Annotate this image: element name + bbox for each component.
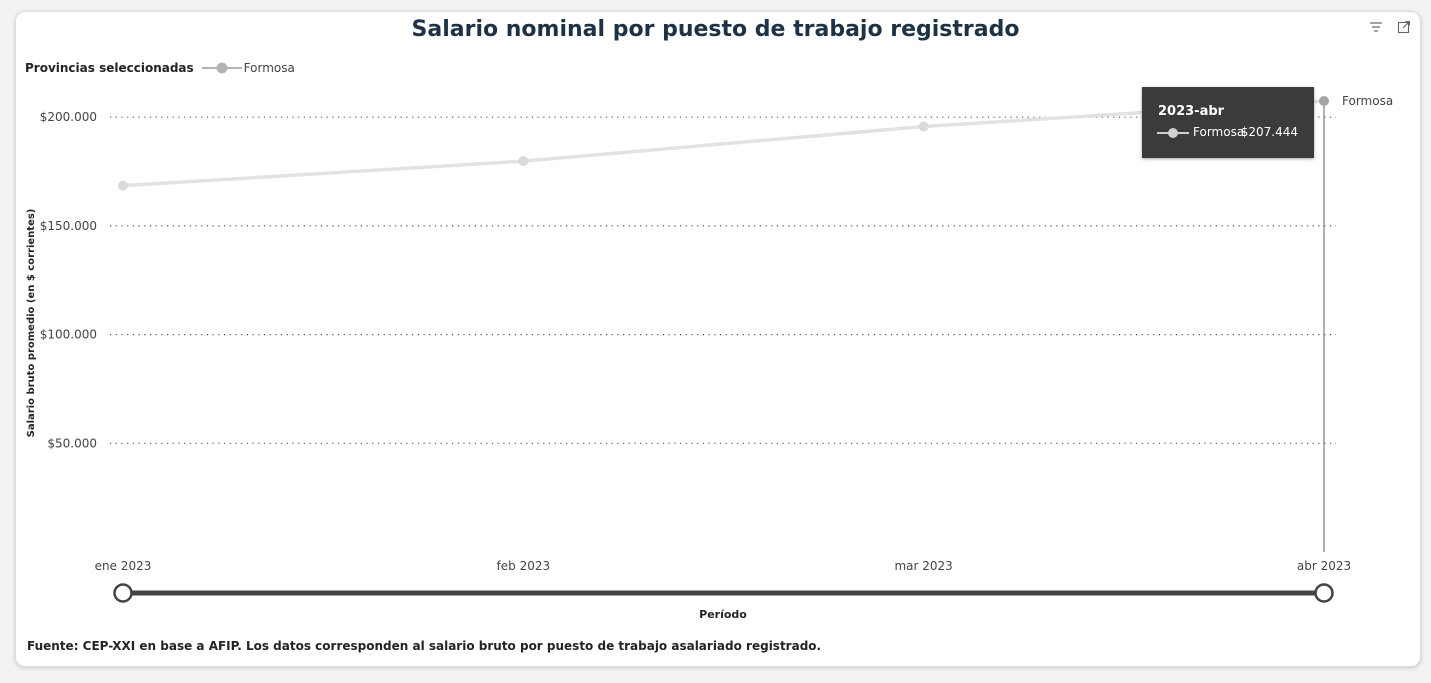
y-tick-label: $150.000 xyxy=(40,219,97,233)
y-axis-title: Salario bruto promedio (en $ corrientes) xyxy=(26,209,37,438)
filter-icon[interactable] xyxy=(1369,20,1383,34)
y-tick-label: $200.000 xyxy=(40,110,97,124)
data-point xyxy=(918,121,929,132)
tooltip-value: $207.444 xyxy=(1240,125,1298,139)
series-line xyxy=(122,99,1325,188)
data-point xyxy=(518,156,529,167)
x-tick-label: feb 2023 xyxy=(497,559,551,573)
tooltip-period: 2023-abr xyxy=(1158,104,1225,119)
data-point xyxy=(118,180,128,191)
x-tick-label: ene 2023 xyxy=(95,559,152,573)
tooltip-series: Formosa xyxy=(1193,125,1245,139)
legend-item-formosa[interactable]: Formosa xyxy=(243,61,295,75)
series-end-label: Formosa xyxy=(1342,94,1393,108)
range-slider-handle-end[interactable] xyxy=(1314,583,1334,603)
range-slider-handle-start[interactable] xyxy=(113,583,133,603)
x-tick-label: mar 2023 xyxy=(894,559,952,573)
series-formosa xyxy=(118,96,1329,191)
x-tick-label: abr 2023 xyxy=(1297,559,1351,573)
y-axis-ticks: $50.000 $100.000 $150.000 $200.000 xyxy=(40,110,97,450)
data-point xyxy=(1319,96,1329,106)
y-tick-label: $50.000 xyxy=(47,436,97,450)
legend-title: Provincias seleccionadas xyxy=(25,61,194,75)
y-tick-label: $100.000 xyxy=(40,328,97,342)
x-axis-ticks: ene 2023 feb 2023 mar 2023 abr 2023 xyxy=(95,559,1352,573)
focus-mode-icon[interactable] xyxy=(1397,20,1411,34)
chart-title: Salario nominal por puesto de trabajo re… xyxy=(411,17,1020,42)
tooltip-marker-icon xyxy=(1157,128,1189,138)
gridlines xyxy=(110,116,1336,444)
source-note: Fuente: CEP-XXI en base a AFIP. Los dato… xyxy=(27,639,822,653)
tooltip: 2023-abr Formosa $207.444 xyxy=(1142,87,1314,158)
x-axis-title: Período xyxy=(699,608,747,621)
chart-legend: Provincias seleccionadas Formosa xyxy=(25,61,295,75)
legend-marker-icon xyxy=(201,62,242,74)
